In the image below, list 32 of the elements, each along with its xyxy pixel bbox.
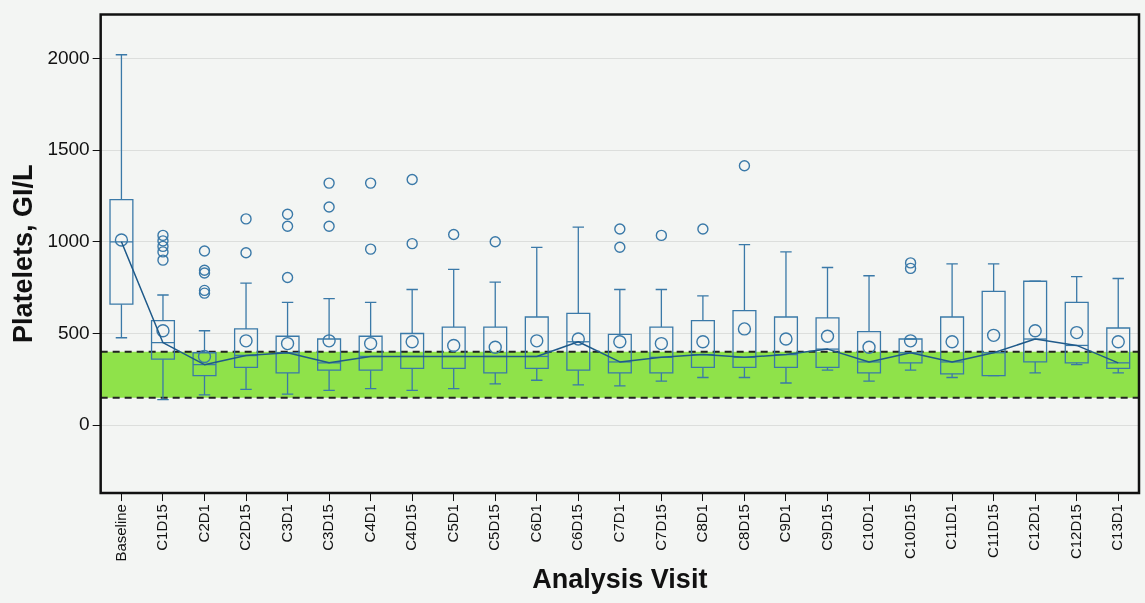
x-tick-label: C2D1	[194, 504, 212, 543]
x-tick-label: C8D15	[734, 504, 752, 551]
x-tick-label: C11D15	[983, 504, 1001, 558]
x-tick-label: C7D1	[609, 504, 627, 543]
x-tick-label: C13D1	[1108, 504, 1126, 551]
x-tick-label: C1D15	[153, 504, 171, 551]
y-tick-label: 1000	[47, 230, 90, 252]
x-tick-label: C6D15	[568, 504, 586, 551]
x-tick-label: Baseline	[111, 504, 129, 562]
x-tick-label: C12D15	[1066, 504, 1084, 560]
x-tick-label: C10D15	[900, 504, 918, 560]
x-axis-title: Analysis Visit	[532, 564, 708, 595]
x-tick-label: C5D1	[443, 504, 461, 543]
x-tick-label: C2D15	[236, 504, 254, 551]
x-tick-label: C10D1	[859, 504, 877, 551]
y-tick-label: 0	[79, 413, 90, 435]
y-tick-label: 500	[57, 321, 90, 343]
y-tick-label: 2000	[47, 46, 90, 68]
x-tick-label: C8D1	[693, 504, 711, 543]
x-tick-label: C3D1	[277, 504, 295, 543]
x-tick-label: C5D15	[485, 504, 503, 551]
y-tick-label: 1500	[47, 138, 90, 160]
x-tick-label: C6D1	[526, 504, 544, 543]
x-tick-label: C12D1	[1025, 504, 1043, 551]
x-tick-label: C9D1	[776, 504, 794, 543]
x-tick-label: C11D1	[942, 504, 960, 550]
x-tick-label: C4D1	[360, 504, 378, 543]
x-tick-label: C7D15	[651, 504, 669, 551]
x-tick-label: C3D15	[319, 504, 337, 551]
y-axis-title: Platelets, GI/L	[7, 164, 38, 344]
x-tick-label: C9D15	[817, 504, 835, 551]
x-tick-label: C4D15	[402, 504, 420, 551]
